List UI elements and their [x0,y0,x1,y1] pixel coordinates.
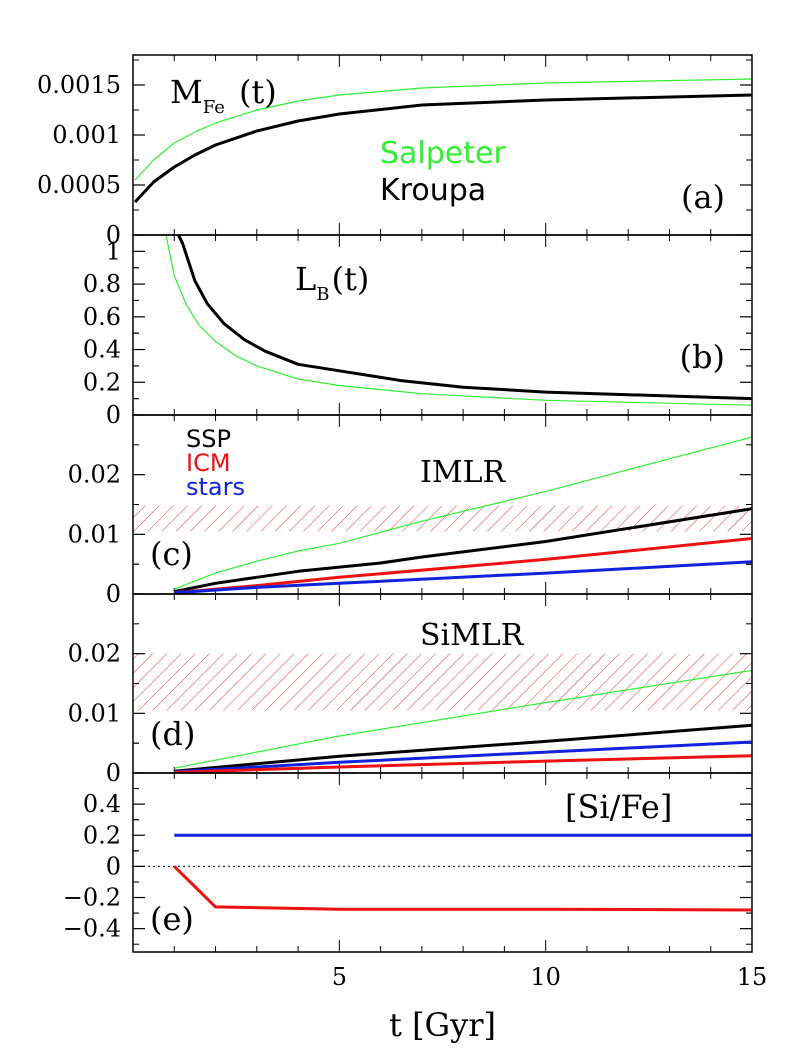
y-tick-label: 0.2 [83,821,121,849]
legend-entry-salpeter: Salpeter [380,136,506,171]
annotation-subscript: Fe [203,97,225,118]
panel-e: −0.4 −0.2 0 0.2 0.4 (e) [Si/Fe] [63,772,753,953]
series-line-salpeter [174,436,752,590]
annotation-main: M [170,73,203,111]
series-line-icm [173,865,752,912]
panel-annotation: IMLR [420,455,506,490]
y-tick-label: −0.2 [63,884,121,912]
legend-entry-ssp: SSP [186,425,231,453]
y-tick-label: 0 [106,221,121,249]
plot-layer: 0 0.0005 0.001 0.0015 (a) MFe (t) SalpeterKroup… [37,54,768,1044]
series-line-kroupa [177,235,752,401]
annotation-main: L [295,260,316,298]
panel-label: (b) [680,338,725,376]
series-line-ssp [174,507,752,594]
hatched-band [133,653,752,711]
panel-b: 0 0.2 0.4 0.6 0.8 1 (b) LB(t) [83,234,753,429]
panel-label: (d) [150,715,195,753]
y-tick-label: −0.4 [63,915,121,943]
x-axis-label: t [Gyr] [389,1006,496,1044]
panel-annotation: [Si/Fe] [565,788,672,826]
series-line-icm [174,754,752,773]
y-tick-label: 0 [106,580,121,608]
x-tick-label: 5 [332,963,347,991]
panel-label: (c) [150,535,193,573]
x-tick-label: 15 [737,963,768,991]
y-tick-label: 0.4 [83,790,121,818]
y-tick-label: 0.02 [68,640,121,668]
series-line-kroupa [133,93,752,204]
panel-a: 0 0.0005 0.001 0.0015 (a) MFe (t) SalpeterKroup… [37,54,753,249]
series-line-stars [174,560,752,594]
series-line-ssp [174,723,752,773]
annotation-tail: (t) [239,73,277,111]
series-line-stars [174,740,752,773]
y-tick-label: 0.001 [52,121,121,149]
panel-label: (e) [150,900,194,938]
y-tick-label: 0.0015 [37,71,121,99]
annotation-subscript: B [316,284,329,305]
y-tick-label: 0.0005 [37,171,121,199]
y-tick-label: 0.8 [83,270,121,298]
y-tick-label: 0 [106,852,121,880]
hatched-band [133,505,752,532]
series-line-salpeter [174,669,752,769]
series-line-salpeter [165,235,752,406]
legend-entry-kroupa: Kroupa [380,173,486,208]
y-tick-label: 0 [106,401,121,429]
panel-annotation: LB(t) [295,260,369,305]
annotation-tail: (t) [331,260,369,298]
y-tick-label: 0.02 [68,461,121,489]
y-tick-label: 0.2 [83,368,121,396]
panel-frame [132,772,753,953]
panel-annotation: MFe (t) [170,73,277,118]
panel-annotation: SiMLR [420,618,525,653]
series-line-salpeter [134,78,752,181]
y-tick-label: 1 [106,237,121,265]
legend-entry-icm: ICM [186,449,231,477]
y-tick-label: 0 [106,759,121,787]
x-tick-label: 10 [530,963,561,991]
legend-entry-stars: stars [186,473,245,501]
y-tick-label: 0.01 [68,520,121,548]
panel-d: 0 0.01 0.02 (d) SiMLR [68,593,753,787]
y-tick-label: 0.4 [83,336,121,364]
panel-label: (a) [681,178,725,216]
y-tick-label: 0.01 [68,699,121,727]
y-tick-label: 0.6 [83,303,121,331]
